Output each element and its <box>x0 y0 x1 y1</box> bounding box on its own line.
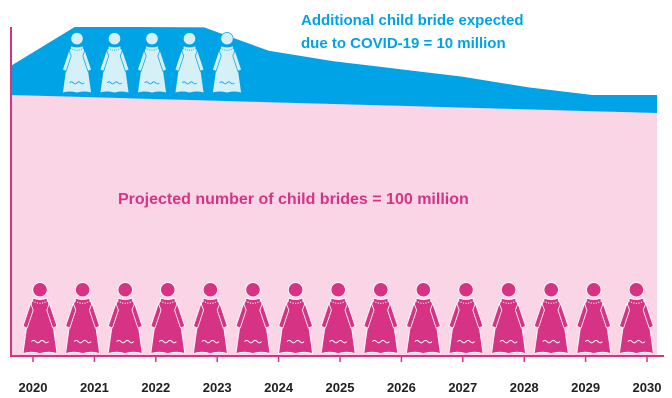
x-tick-label: 2022 <box>141 380 170 395</box>
x-tick-label: 2030 <box>633 380 662 395</box>
covid-area <box>10 27 657 113</box>
x-tick-label: 2020 <box>19 380 48 395</box>
x-tick-label: 2027 <box>448 380 477 395</box>
projected-annotation: Projected number of child brides = 100 m… <box>118 191 469 208</box>
x-tick-label: 2024 <box>264 380 294 395</box>
x-tick-label: 2028 <box>510 380 539 395</box>
axes <box>10 27 664 357</box>
x-tick-label: 2023 <box>203 380 232 395</box>
x-tick-label: 2025 <box>326 380 355 395</box>
covid-annotation-line2: due to COVID-19 = 10 million <box>301 35 506 52</box>
covid-annotation-line1: Additional child bride expected <box>301 12 524 29</box>
x-tick-label: 2021 <box>80 380 109 395</box>
x-tick-label: 2029 <box>571 380 600 395</box>
x-tick-label: 2026 <box>387 380 416 395</box>
x-axis-ticks: 2020 2021 2022 2023 2024 2025 2026 2027 2028 2029… <box>19 356 662 395</box>
